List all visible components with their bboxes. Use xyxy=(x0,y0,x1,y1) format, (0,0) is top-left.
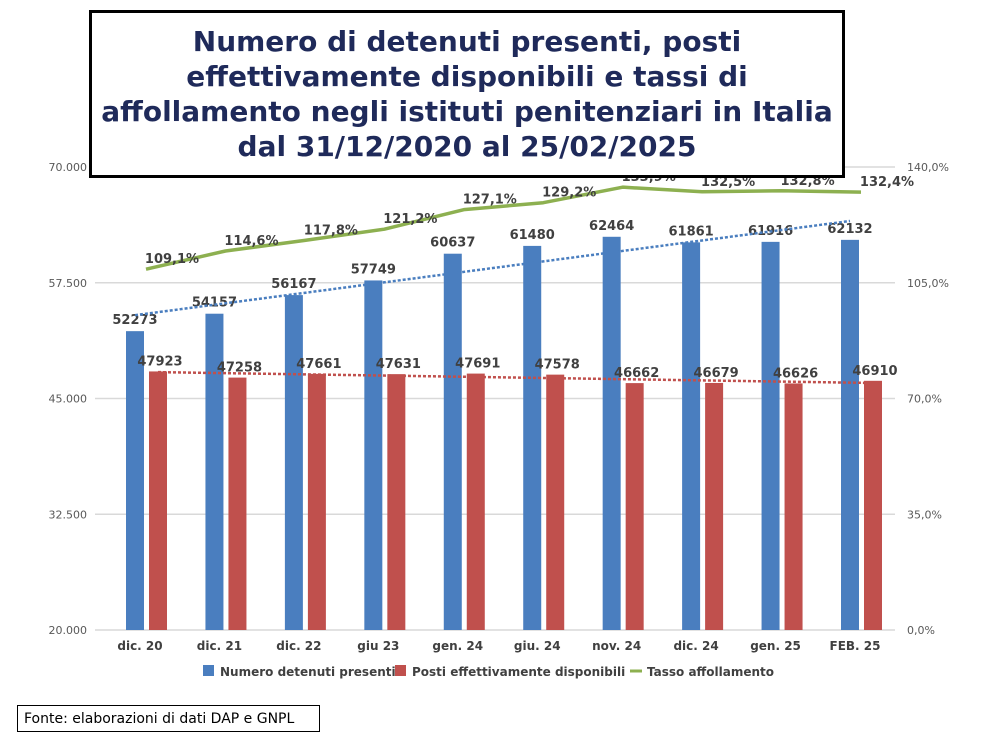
data-label-tasso: 109,1% xyxy=(145,252,199,267)
bar-posti xyxy=(864,380,882,630)
y-right-tick-label: 140,0% xyxy=(907,161,949,174)
y-right-tick-label: 105,0% xyxy=(907,277,949,290)
data-label-posti: 46662 xyxy=(614,366,659,381)
data-label-tasso: 132,4% xyxy=(860,175,914,190)
data-label-tasso: 127,1% xyxy=(463,193,517,208)
data-label-posti: 46679 xyxy=(693,366,738,381)
y-left-tick-label: 32.500 xyxy=(49,508,88,521)
bar-posti xyxy=(307,373,326,630)
bar-posti xyxy=(228,377,247,630)
bar-detenuti xyxy=(761,241,780,630)
legend-swatch xyxy=(203,665,214,676)
bar-detenuti xyxy=(602,236,621,630)
bar-posti xyxy=(387,374,406,630)
data-label-detenuti: 62464 xyxy=(589,219,634,234)
legend-label: Numero detenuti presenti xyxy=(220,665,396,679)
bar-posti xyxy=(466,373,485,630)
data-label-posti: 47258 xyxy=(217,361,262,376)
x-tick-label: FEB. 25 xyxy=(830,639,881,653)
data-label-posti: 47661 xyxy=(296,357,341,372)
x-tick-label: dic. 24 xyxy=(673,639,718,653)
data-label-posti: 47923 xyxy=(137,354,182,369)
chart-title: Numero di detenuti presenti, posti effet… xyxy=(101,25,833,163)
source-note: Fonte: elaborazioni di dati DAP e GNPL xyxy=(17,705,320,732)
bar-detenuti xyxy=(205,313,224,630)
data-label-posti: 46626 xyxy=(773,366,818,381)
bar-detenuti xyxy=(126,331,144,630)
bar-detenuti xyxy=(523,245,542,630)
y-right-tick-label: 0,0% xyxy=(907,624,935,637)
y-right-tick-label: 35,0% xyxy=(907,508,942,521)
data-label-tasso: 121,2% xyxy=(383,212,437,227)
bar-posti xyxy=(149,371,167,630)
data-label-tasso: 129,2% xyxy=(542,186,596,201)
bar-posti xyxy=(625,383,644,630)
data-label-posti: 47631 xyxy=(376,357,421,372)
x-tick-label: giu 23 xyxy=(357,639,399,653)
x-tick-label: dic. 21 xyxy=(197,639,242,653)
data-label-posti: 47578 xyxy=(535,358,580,373)
bar-detenuti xyxy=(841,239,859,631)
data-label-detenuti: 62132 xyxy=(827,222,872,237)
legend-label: Tasso affollamento xyxy=(647,665,774,679)
data-label-detenuti: 61480 xyxy=(510,228,555,243)
y-left-tick-label: 70.000 xyxy=(49,161,88,174)
data-label-tasso: 114,6% xyxy=(224,234,278,249)
bar-detenuti xyxy=(682,242,701,631)
data-label-detenuti: 52273 xyxy=(112,313,157,328)
data-label-posti: 47691 xyxy=(455,357,500,372)
trendline-detenuti xyxy=(134,219,851,317)
y-right-tick-label: 70,0% xyxy=(907,393,942,406)
trendline-posti xyxy=(157,370,874,385)
y-left-tick-label: 20.000 xyxy=(49,624,88,637)
data-label-detenuti: 60637 xyxy=(430,236,475,251)
x-tick-label: giu. 24 xyxy=(514,639,561,653)
data-label-posti: 46910 xyxy=(852,364,897,379)
bar-posti xyxy=(546,374,565,630)
data-label-tasso: 132,5% xyxy=(701,175,755,190)
bar-detenuti xyxy=(364,280,383,630)
y-left-tick-label: 45.000 xyxy=(49,393,88,406)
x-tick-label: gen. 24 xyxy=(432,639,483,653)
bar-detenuti xyxy=(443,253,462,630)
x-tick-label: dic. 22 xyxy=(276,639,321,653)
data-label-detenuti: 57749 xyxy=(351,262,396,277)
x-tick-label: dic. 20 xyxy=(117,639,162,653)
legend-label: Posti effettivamente disponibili xyxy=(412,665,625,679)
line-tasso-affollamento xyxy=(145,185,862,271)
y-left-tick-label: 57.500 xyxy=(49,277,88,290)
data-label-tasso: 117,8% xyxy=(304,223,358,238)
legend-swatch xyxy=(395,665,406,676)
bar-detenuti xyxy=(284,295,303,630)
x-tick-label: gen. 25 xyxy=(750,639,801,653)
bar-posti xyxy=(705,382,724,630)
x-tick-label: nov. 24 xyxy=(592,639,641,653)
data-label-detenuti: 56167 xyxy=(271,277,316,292)
bar-posti xyxy=(784,383,803,630)
title-box: Numero di detenuti presenti, posti effet… xyxy=(89,10,845,178)
data-label-detenuti: 54157 xyxy=(192,296,237,311)
data-label-detenuti: 61861 xyxy=(668,224,713,239)
